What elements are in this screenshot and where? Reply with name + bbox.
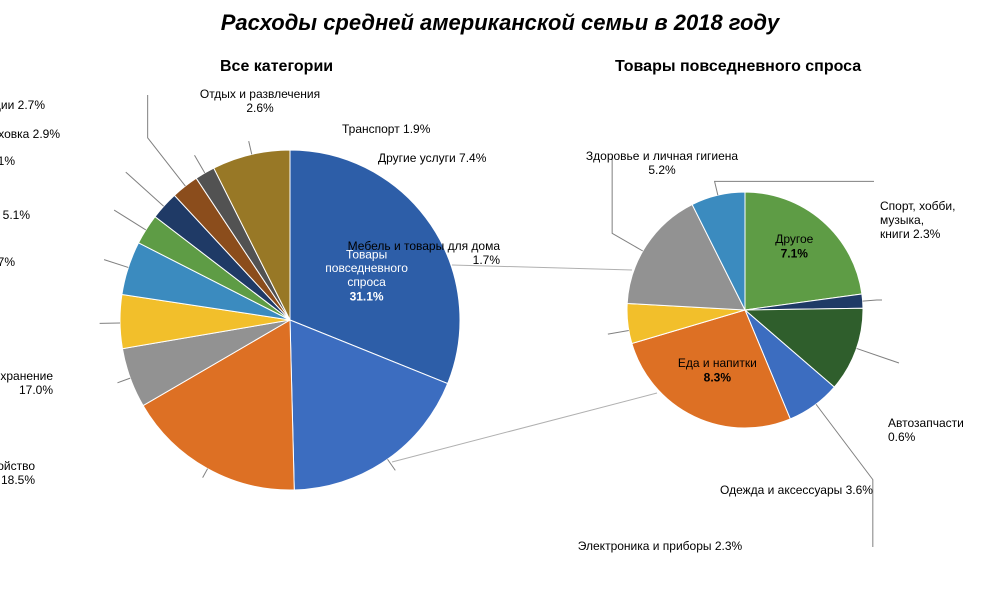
label-hygiene: Здоровье и личная гигиена5.2% <box>562 150 762 178</box>
leader-autoparts <box>863 300 882 301</box>
leader-furniture <box>608 330 629 334</box>
label-furniture: Мебель и товары для дома1.7% <box>348 240 500 268</box>
leader-clothing <box>857 348 899 363</box>
label-clothing: Одежда и аксессуары 3.6% <box>720 484 873 498</box>
leader-electronics <box>816 404 873 547</box>
label-autoparts: Автозапчасти0.6% <box>888 417 964 445</box>
label-sport: Спорт, хобби,музыка,книги 2.3% <box>880 200 990 241</box>
slice-label-other2: Другое7.1% <box>775 232 813 260</box>
label-electronics: Электроника и приборы 2.3% <box>560 540 760 554</box>
